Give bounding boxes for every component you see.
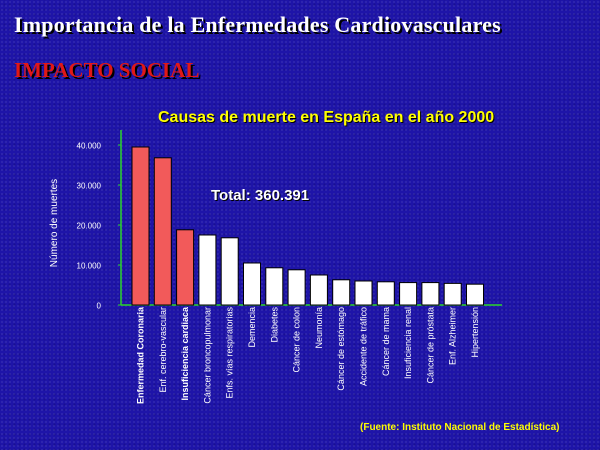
bar bbox=[399, 282, 418, 306]
x-tick-label: Enfs. vías respiratorias bbox=[225, 307, 235, 399]
bar bbox=[421, 282, 440, 306]
bar bbox=[309, 274, 328, 306]
bar bbox=[131, 146, 150, 306]
y-axis-label: Número de muertes bbox=[49, 179, 60, 267]
bar bbox=[443, 282, 462, 306]
bar bbox=[466, 283, 484, 306]
x-tick-label: Cáncer broncopulmonar bbox=[202, 307, 212, 404]
y-ticks: 0 10.000 20.000 30.000 40.000 bbox=[77, 142, 121, 311]
x-tick-labels: Enfermedad Coronaria Enf. cerebro-vascula… bbox=[136, 306, 481, 404]
bar bbox=[265, 267, 284, 306]
x-tick-label: Diabetes bbox=[269, 307, 279, 343]
x-tick-label: Hipertensión bbox=[470, 307, 480, 358]
bar bbox=[176, 229, 195, 306]
bar bbox=[287, 269, 306, 306]
x-tick-label: Demencia bbox=[247, 307, 257, 348]
bar bbox=[376, 281, 395, 306]
y-tick-label: 0 bbox=[97, 302, 102, 311]
x-tick-label: Enf. cerebro-vascular bbox=[158, 307, 168, 393]
bar bbox=[243, 262, 261, 306]
slide-subtitle: IMPACTO SOCIAL bbox=[14, 58, 200, 82]
y-tick-label: 20.000 bbox=[77, 222, 102, 231]
x-tick-label: Accidente de tráfico bbox=[359, 307, 369, 386]
bars bbox=[131, 146, 484, 306]
x-tick-label: Cáncer de mama bbox=[381, 307, 391, 376]
bar bbox=[198, 234, 217, 306]
y-tick-label: 10.000 bbox=[77, 262, 102, 271]
x-tick-label: Cáncer de colon bbox=[292, 307, 302, 373]
x-tick-label: Cáncer de estómago bbox=[336, 307, 346, 391]
x-tick-label: Insuficiencia cardiaca bbox=[180, 306, 190, 401]
x-tick-label: Cáncer de próstata bbox=[425, 307, 435, 384]
y-tick-label: 40.000 bbox=[77, 142, 102, 151]
x-tick-label: Enf. Alzheimer bbox=[448, 307, 458, 365]
x-tick-label: Enfermedad Coronaria bbox=[136, 306, 146, 404]
source-note: (Fuente: Instituto Nacional de Estadísti… bbox=[360, 422, 560, 433]
x-tick-label: Neumonía bbox=[314, 307, 324, 349]
bar bbox=[153, 157, 172, 306]
x-tick-label: Insuficiencia renal bbox=[403, 307, 413, 379]
y-tick-label: 30.000 bbox=[77, 182, 102, 191]
chart-title: Causas de muerte en España en el año 200… bbox=[158, 109, 495, 126]
bar bbox=[332, 279, 351, 306]
total-annotation: Total: 360.391 bbox=[211, 187, 309, 204]
bar bbox=[220, 237, 239, 306]
slide-title: Importancia de la Enfermedades Cardiovas… bbox=[14, 12, 501, 37]
bar bbox=[354, 280, 373, 306]
